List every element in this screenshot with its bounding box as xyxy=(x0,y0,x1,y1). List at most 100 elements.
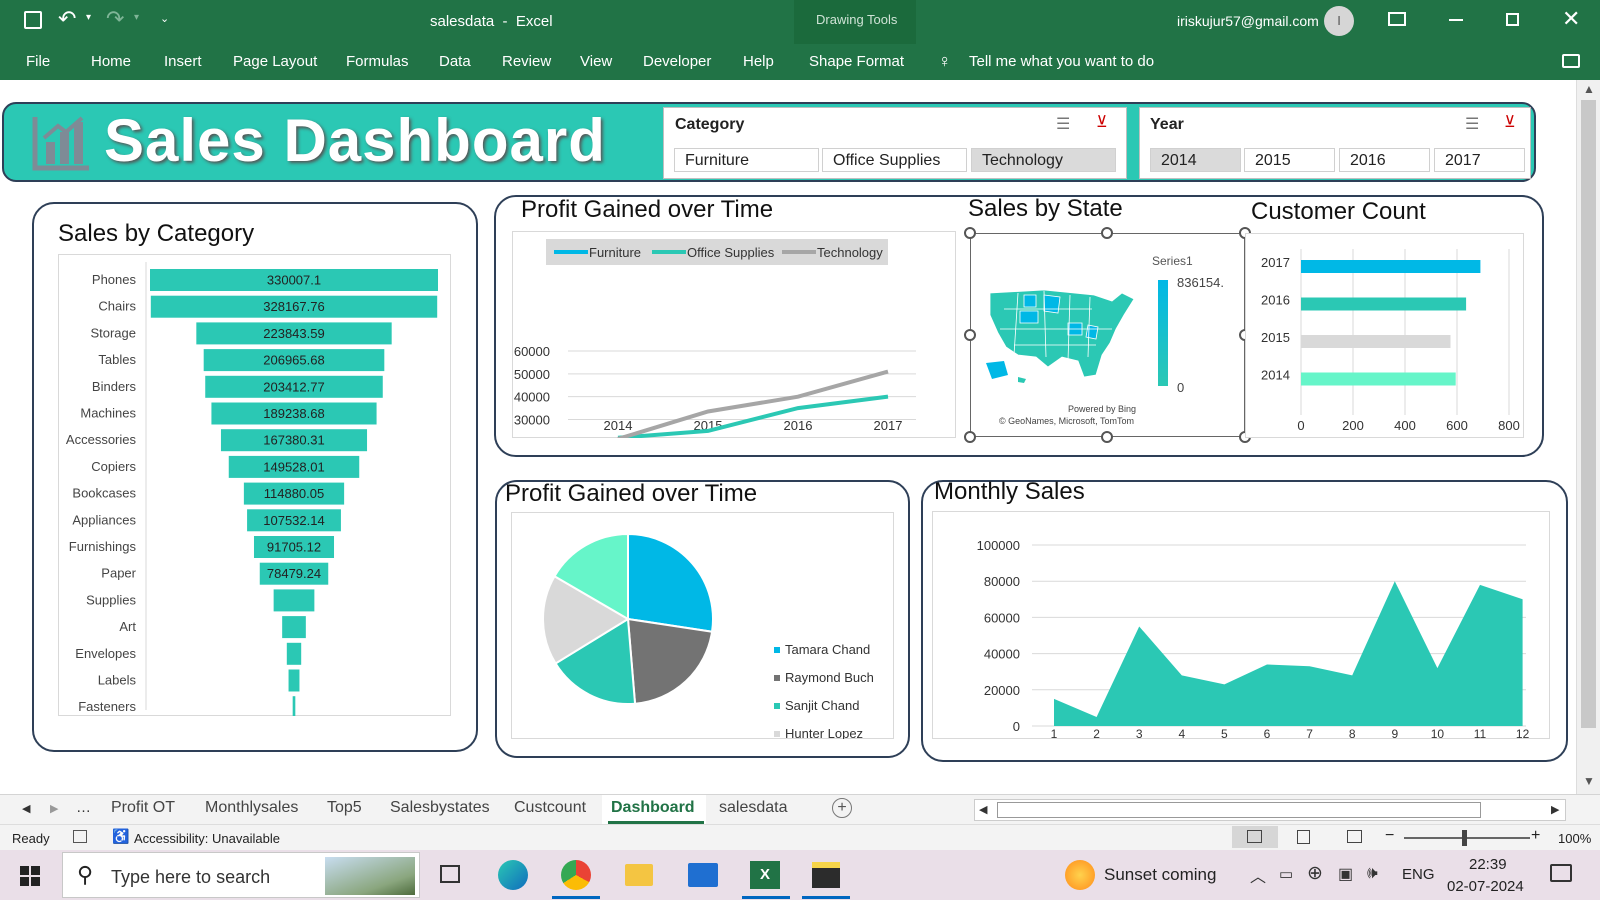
slicer-item-2016[interactable]: 2016 xyxy=(1339,148,1430,172)
resize-handle[interactable] xyxy=(964,227,976,239)
category-value-label: 107532.14 xyxy=(263,513,324,528)
redo-dropdown-icon[interactable]: ▾ xyxy=(134,12,140,23)
resize-handle[interactable] xyxy=(964,329,976,341)
volume-icon[interactable]: 🕪 xyxy=(1367,863,1378,882)
redo-icon[interactable]: ↷ xyxy=(106,6,125,31)
comments-icon[interactable] xyxy=(1562,54,1580,68)
menu-developer[interactable]: Developer xyxy=(643,53,712,70)
clock-date[interactable]: 02-07-2024 xyxy=(1447,878,1524,895)
sticky-notes-icon[interactable] xyxy=(812,862,840,888)
menu-view[interactable]: View xyxy=(580,53,613,70)
category-bar xyxy=(259,562,329,585)
sheet-tab-salesdata[interactable]: salesdata xyxy=(719,799,788,816)
clear-filter-icon[interactable]: ⊻ xyxy=(1504,114,1516,131)
meet-now-icon[interactable]: ▭ xyxy=(1279,866,1294,883)
page-layout-view-icon[interactable] xyxy=(1297,830,1310,844)
tell-me-search[interactable]: Tell me what you want to do xyxy=(969,53,1155,70)
save-icon[interactable] xyxy=(24,11,42,29)
menu-insert[interactable]: Insert xyxy=(164,53,202,70)
menu-page-layout[interactable]: Page Layout xyxy=(233,53,318,70)
weather-text[interactable]: Sunset coming xyxy=(1104,865,1217,884)
menu-formulas[interactable]: Formulas xyxy=(346,53,409,70)
resize-handle[interactable] xyxy=(964,431,976,443)
zoom-in-icon[interactable]: + xyxy=(1531,827,1541,844)
chrome-icon[interactable] xyxy=(561,860,591,890)
weather-sun-icon[interactable] xyxy=(1065,860,1095,890)
normal-view-button[interactable] xyxy=(1232,826,1278,848)
horizontal-scrollbar[interactable]: ◀ ▶ xyxy=(974,799,1566,821)
zoom-slider-thumb[interactable] xyxy=(1462,830,1467,846)
multi-select-icon[interactable]: ☰ xyxy=(1465,116,1480,133)
slicer-item-furniture[interactable]: Furniture xyxy=(674,148,819,172)
slicer-item-technology[interactable]: Technology xyxy=(971,148,1116,172)
excel-icon[interactable]: X xyxy=(750,861,780,889)
edge-icon[interactable] xyxy=(498,860,528,890)
network-globe-icon[interactable]: ⊕ xyxy=(1307,863,1323,884)
sheet-tab-salesbystates[interactable]: Salesbystates xyxy=(390,799,490,816)
menu-shape-format[interactable]: Shape Format xyxy=(809,53,905,70)
scroll-thumb[interactable] xyxy=(1581,100,1596,728)
display-icon[interactable]: ▣ xyxy=(1338,866,1354,883)
task-view-icon[interactable] xyxy=(440,865,460,883)
resize-handle[interactable] xyxy=(1101,431,1113,443)
undo-icon[interactable]: ↶ xyxy=(58,6,77,31)
windows-start-icon[interactable] xyxy=(20,866,40,886)
resize-handle[interactable] xyxy=(1101,227,1113,239)
customize-toolbar-icon[interactable]: ⌄ xyxy=(160,13,170,25)
zoom-level[interactable]: 100% xyxy=(1558,831,1592,846)
sheet-tab-monthlysales[interactable]: Monthlysales xyxy=(205,799,299,816)
tab-scroll-right-icon[interactable]: ▶ xyxy=(50,803,59,815)
scroll-right-icon[interactable]: ▶ xyxy=(1551,804,1560,816)
notifications-icon[interactable] xyxy=(1550,864,1572,882)
category-bar xyxy=(292,696,296,716)
clock-time[interactable]: 22:39 xyxy=(1469,856,1507,873)
slicer-item-2015[interactable]: 2015 xyxy=(1244,148,1335,172)
year-slicer[interactable]: Year ☰ ⊻ 2014 2015 2016 2017 xyxy=(1139,107,1531,179)
slicer-item-office-supplies[interactable]: Office Supplies xyxy=(822,148,967,172)
show-hidden-icons-icon[interactable]: ︿ xyxy=(1250,869,1267,886)
tab-scroll-left-icon[interactable]: ◀ xyxy=(22,803,31,815)
accessibility-icon[interactable]: ♿ xyxy=(112,828,130,844)
sheet-tab-top5[interactable]: Top5 xyxy=(327,799,362,816)
zoom-slider[interactable] xyxy=(1404,837,1530,839)
user-email[interactable]: iriskujur57@gmail.com xyxy=(1177,13,1319,29)
undo-dropdown-icon[interactable]: ▾ xyxy=(86,12,92,23)
x-tick-label: 2014 xyxy=(604,418,633,433)
sheet-tab-dashboard[interactable]: Dashboard xyxy=(611,799,695,816)
file-explorer-icon[interactable] xyxy=(625,864,653,886)
scroll-left-icon[interactable]: ◀ xyxy=(979,804,988,816)
add-sheet-icon[interactable]: + xyxy=(832,798,852,818)
menu-home[interactable]: Home xyxy=(91,53,132,70)
status-accessibility[interactable]: Accessibility: Unavailable xyxy=(134,831,280,846)
avatar[interactable]: I xyxy=(1324,6,1354,36)
category-slicer[interactable]: Category ☰ ⊻ Furniture Office Supplies T… xyxy=(663,107,1127,179)
menu-help[interactable]: Help xyxy=(743,53,774,70)
menu-review[interactable]: Review xyxy=(502,53,552,70)
y-tick-label: 50000 xyxy=(514,367,550,382)
minimize-icon[interactable] xyxy=(1449,19,1463,21)
taskbar-search-box[interactable]: ⚲ Type here to search xyxy=(62,852,420,898)
zoom-out-icon[interactable]: − xyxy=(1385,827,1395,844)
restore-icon[interactable] xyxy=(1506,13,1519,26)
ribbon-display-icon[interactable] xyxy=(1388,12,1406,26)
y-tick-label: 2014 xyxy=(1261,368,1290,383)
slicer-item-2014[interactable]: 2014 xyxy=(1150,148,1241,172)
close-icon[interactable]: ✕ xyxy=(1562,6,1581,31)
vertical-scrollbar[interactable]: ▲ ▼ xyxy=(1576,80,1600,794)
multi-select-icon[interactable]: ☰ xyxy=(1056,116,1071,133)
slicer-item-2017[interactable]: 2017 xyxy=(1434,148,1525,172)
macro-record-icon[interactable] xyxy=(73,830,87,843)
sheet-tab-profit-ot[interactable]: Profit OT xyxy=(111,799,176,816)
category-label: Storage xyxy=(90,325,136,340)
menu-data[interactable]: Data xyxy=(439,53,471,70)
clear-filter-icon[interactable]: ⊻ xyxy=(1096,114,1108,131)
scroll-up-icon[interactable]: ▲ xyxy=(1583,82,1595,96)
language-indicator[interactable]: ENG xyxy=(1402,866,1435,883)
page-break-view-icon[interactable] xyxy=(1347,830,1362,843)
h-scroll-thumb[interactable] xyxy=(997,802,1481,818)
sheet-tab-custcount[interactable]: Custcount xyxy=(514,799,587,816)
mail-icon[interactable] xyxy=(688,863,718,887)
more-tabs-icon[interactable]: … xyxy=(76,799,91,816)
scroll-down-icon[interactable]: ▼ xyxy=(1583,774,1595,788)
menu-file[interactable]: File xyxy=(26,53,51,70)
